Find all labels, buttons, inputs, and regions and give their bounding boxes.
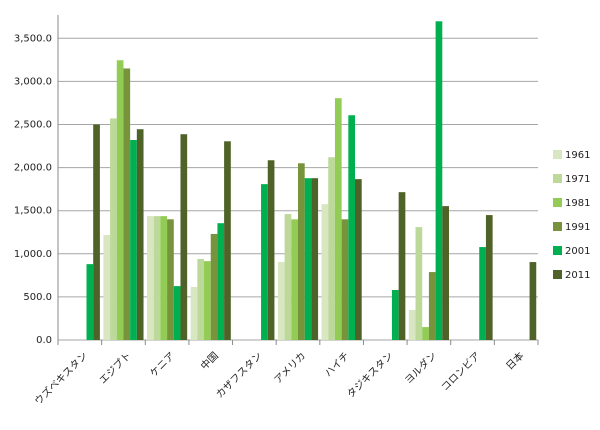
bar (136, 129, 144, 340)
x-tick-label: 中国 (198, 349, 221, 372)
x-tick-label: ハイチ (322, 350, 352, 380)
bar (311, 178, 319, 340)
legend-swatch (553, 174, 562, 183)
bar (529, 262, 537, 340)
x-tick-label: ヨルダン (402, 349, 439, 386)
bar (422, 327, 429, 340)
bar (291, 219, 298, 340)
bar (173, 286, 181, 340)
x-tick-label: エジプト (97, 350, 134, 387)
bar (190, 286, 198, 340)
bar (180, 134, 188, 340)
bar (224, 141, 231, 340)
legend-swatch (553, 270, 562, 279)
x-tick-label: カザフスタン (214, 350, 265, 401)
bar (103, 235, 111, 340)
bar (355, 179, 362, 340)
bar (435, 21, 443, 341)
legend-label: 2001 (565, 246, 590, 257)
legend-label: 2011 (565, 270, 590, 281)
bar (147, 216, 154, 340)
bar (217, 223, 225, 340)
bar (210, 233, 218, 340)
bar (415, 227, 423, 340)
bar (348, 115, 356, 340)
legend-swatch (553, 198, 562, 207)
legend-label: 1961 (565, 150, 590, 161)
bar (408, 310, 416, 340)
bar (116, 60, 124, 341)
bar (328, 157, 335, 340)
bar (153, 216, 161, 340)
y-tick-label: 1,000.0 (14, 249, 52, 260)
bar (204, 261, 211, 340)
legend-swatch (553, 246, 562, 255)
bar (160, 216, 168, 340)
legend-swatch (553, 150, 562, 159)
x-tick-label: ウズベキスタン (32, 349, 90, 407)
bar (298, 163, 305, 340)
y-tick-label: 3,500.0 (14, 33, 52, 44)
bar (277, 261, 285, 340)
bar (479, 247, 486, 340)
bar (284, 214, 292, 340)
bar (485, 215, 493, 340)
legend-label: 1971 (565, 174, 590, 185)
x-tick-label: コロンビア (439, 350, 483, 394)
x-tick-label: ケニア (148, 350, 178, 380)
bar (391, 290, 399, 340)
legend-label: 1991 (565, 222, 590, 233)
bar (167, 219, 174, 340)
bar (197, 258, 205, 340)
bar (321, 204, 329, 340)
legend-swatch (553, 222, 562, 231)
bar (428, 272, 436, 340)
bar (442, 206, 449, 340)
bar (130, 140, 137, 340)
bar (334, 98, 342, 340)
y-tick-label: 1,500.0 (14, 206, 52, 217)
bar (261, 184, 268, 340)
bar (110, 118, 117, 340)
y-tick-label: 2,000.0 (14, 163, 52, 174)
bar (304, 178, 312, 340)
y-tick-label: 2,500.0 (14, 119, 52, 130)
bar (398, 192, 406, 340)
y-tick-label: 0.0 (36, 335, 52, 346)
x-tick-label: 日本 (503, 349, 526, 372)
bar (93, 124, 100, 340)
bar (267, 160, 275, 340)
y-tick-label: 500.0 (23, 292, 52, 303)
x-tick-label: アメリカ (272, 350, 308, 386)
bar (341, 219, 349, 340)
bar (86, 264, 94, 340)
legend-label: 1981 (565, 198, 590, 209)
y-tick-label: 3,000.0 (14, 76, 52, 87)
bar (123, 68, 131, 340)
x-tick-label: タジキスタン (345, 350, 396, 401)
